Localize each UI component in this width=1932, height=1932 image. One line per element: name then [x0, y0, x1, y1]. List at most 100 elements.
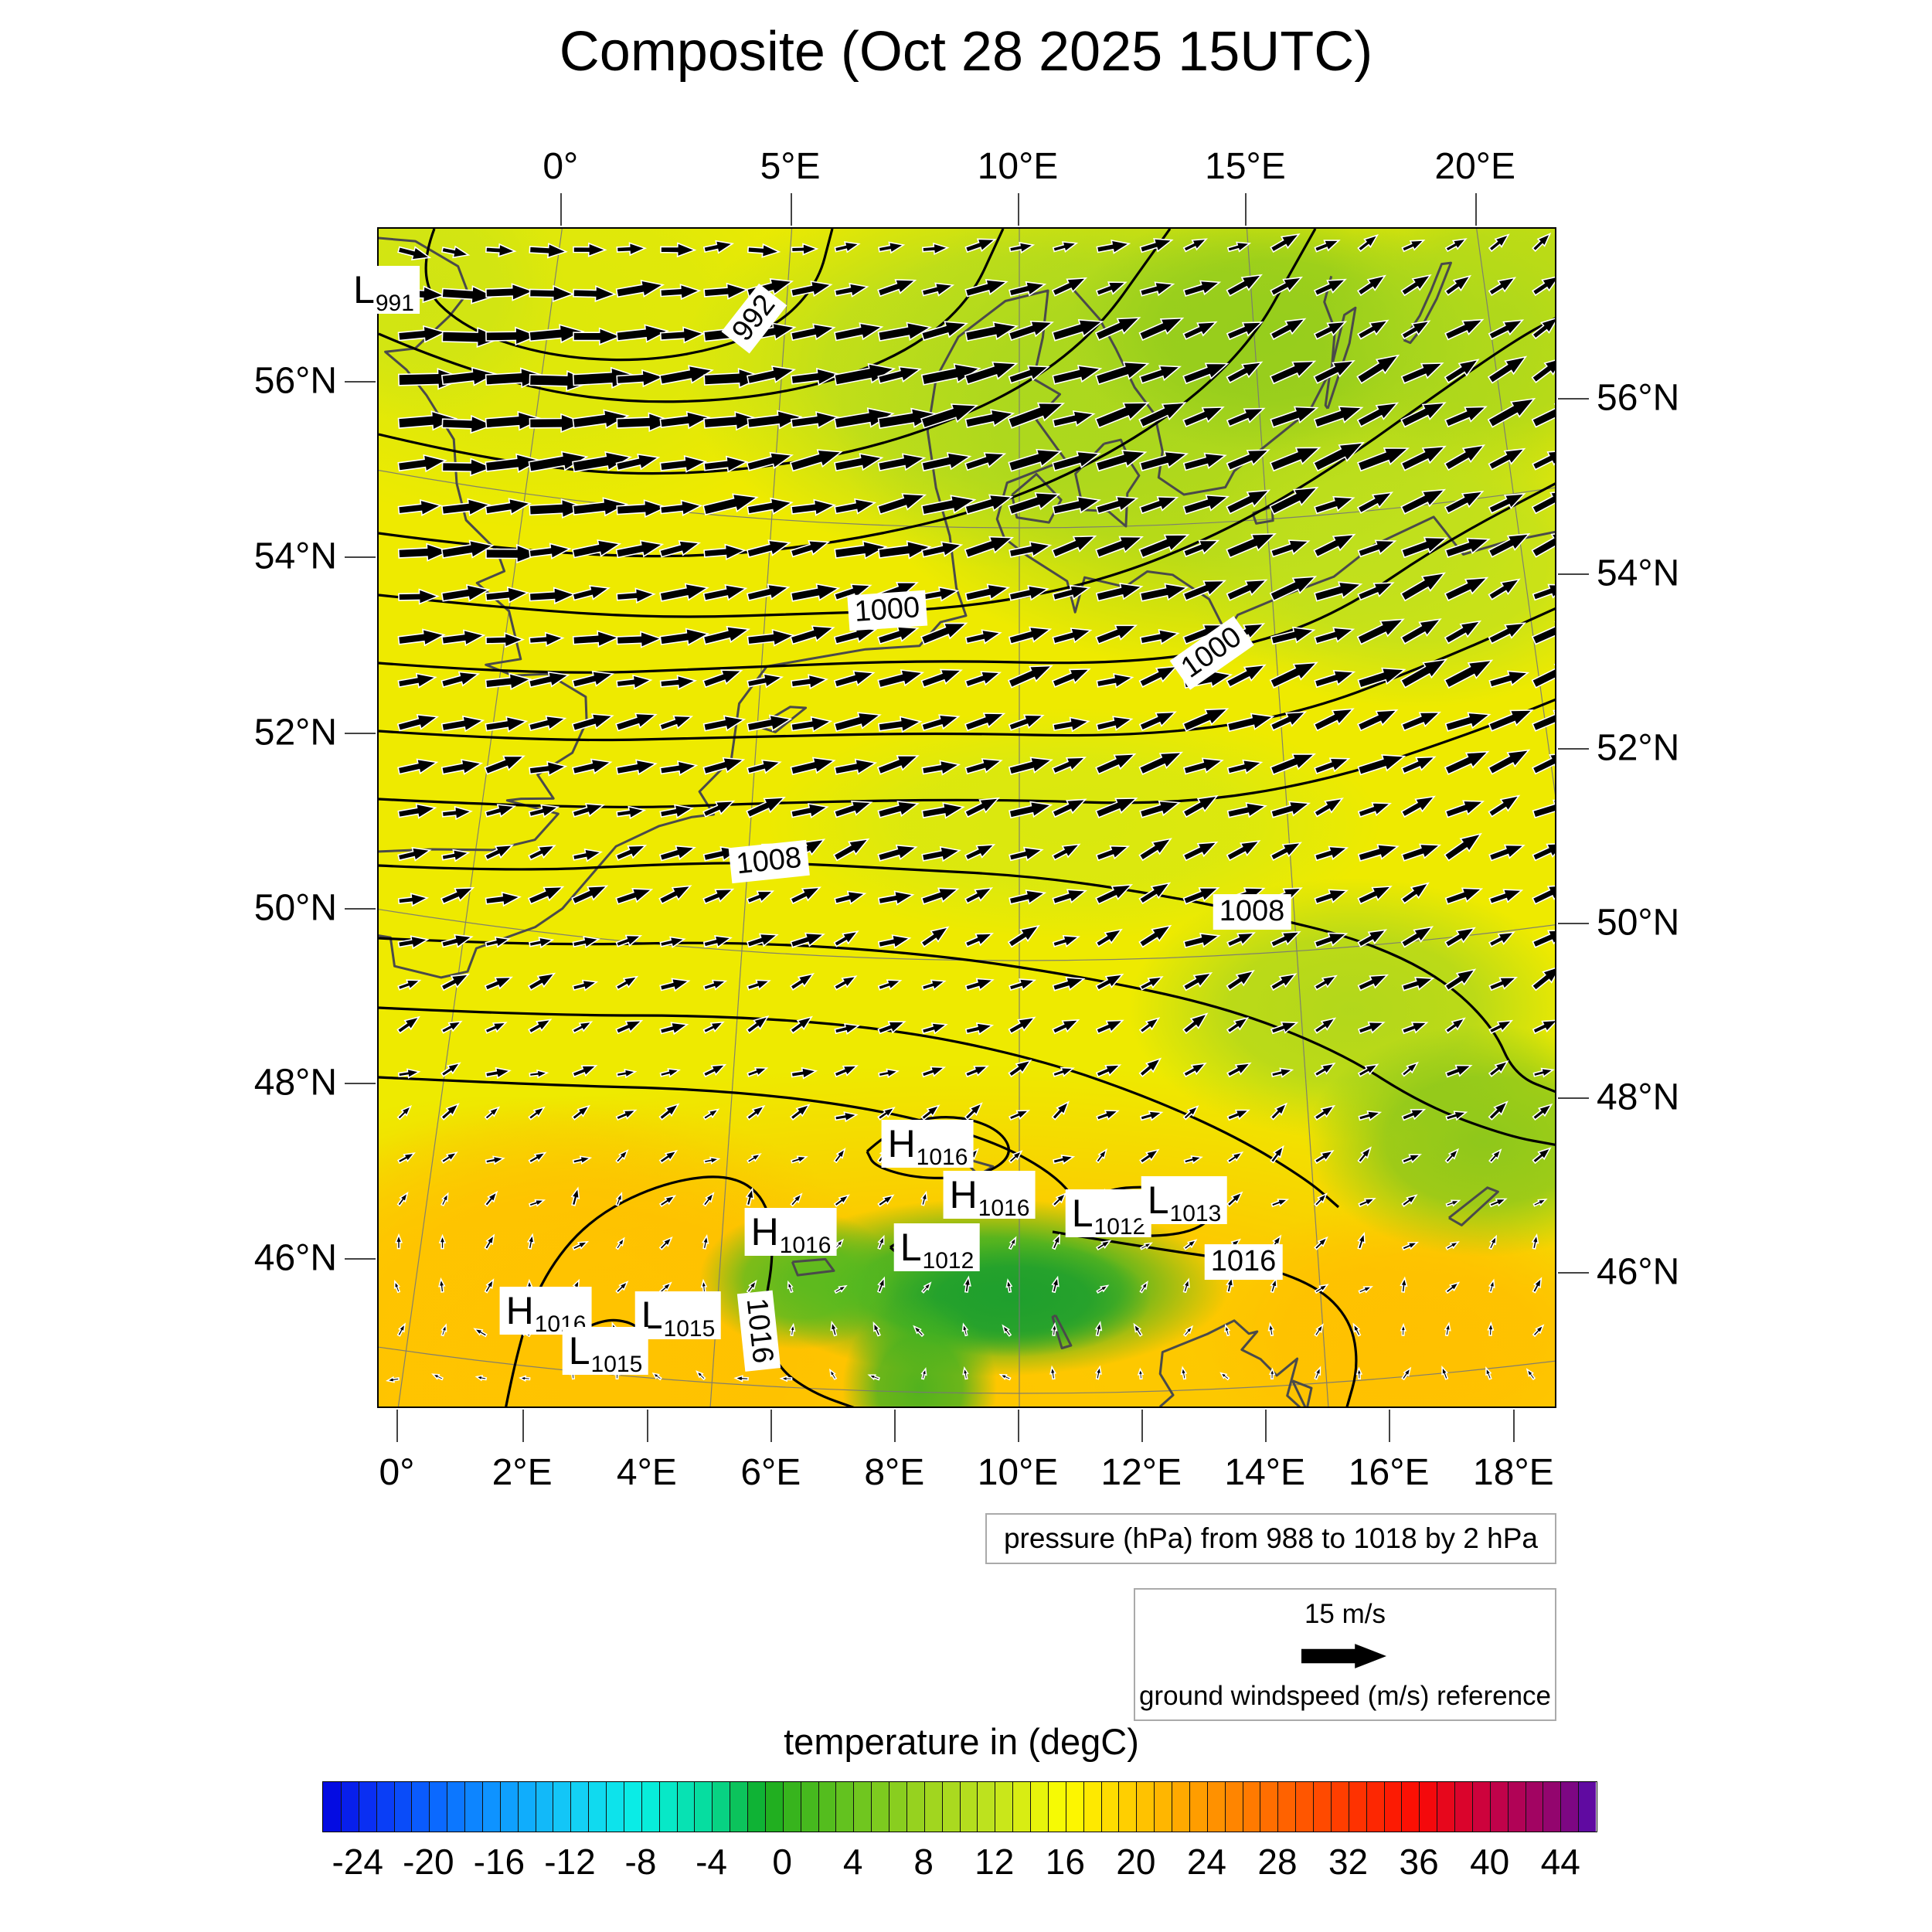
wind-arrow	[791, 1066, 818, 1080]
wind-arrow	[440, 1020, 463, 1034]
colorbar-segment	[517, 1782, 536, 1832]
wind-arrow	[438, 1233, 447, 1250]
wind-arrow	[659, 499, 703, 516]
pressure-value: 1016	[916, 1145, 968, 1170]
wind-arrow	[651, 1372, 662, 1381]
wind-arrow	[1009, 846, 1044, 862]
colorbar-tick-label: -12	[544, 1842, 596, 1882]
wind-arrow	[1357, 802, 1392, 818]
wind-arrow	[1314, 627, 1355, 645]
wind-arrow	[1313, 278, 1347, 297]
wind-arrow	[528, 1019, 553, 1034]
wind-arrow	[441, 414, 495, 434]
wind-arrow	[615, 888, 654, 905]
pressure-letter: L	[1071, 1192, 1094, 1235]
wind-arrow	[1137, 1367, 1145, 1380]
pressure-letter: H	[750, 1210, 779, 1253]
wind-arrow	[485, 804, 517, 818]
wind-arrow	[1182, 539, 1220, 558]
bottom-axis-tick	[522, 1410, 524, 1442]
wind-arrow	[1049, 1365, 1056, 1380]
pressure-letter: L	[1147, 1179, 1169, 1222]
wind-arrow	[790, 281, 833, 298]
wind-arrow	[484, 976, 513, 992]
wind-arrow	[571, 539, 622, 559]
colorbar-segment	[730, 1782, 747, 1832]
wind-arrow	[1226, 321, 1264, 341]
colorbar-segment	[871, 1782, 889, 1832]
wind-arrow	[1356, 354, 1400, 385]
wind-arrow	[964, 671, 1002, 688]
wind-arrow	[397, 325, 447, 343]
wind-arrow	[440, 245, 471, 259]
wind-arrow	[572, 409, 630, 429]
wind-arrow	[1357, 844, 1400, 862]
wind-arrow	[963, 1275, 971, 1293]
wind-arrow	[832, 838, 870, 862]
wind-arrow	[484, 844, 515, 861]
wind-arrow	[441, 457, 495, 477]
wind-arrow	[440, 1323, 447, 1337]
wind-arrow	[1095, 624, 1138, 645]
wind-arrow	[397, 410, 458, 431]
wind-arrow	[1400, 926, 1434, 948]
wind-arrow	[529, 284, 575, 303]
wind-arrow	[1488, 1060, 1509, 1077]
wind-arrow	[876, 755, 920, 775]
wind-arrow	[1357, 709, 1399, 732]
colorbar-segment	[906, 1782, 924, 1832]
colorbar-segment	[800, 1782, 818, 1832]
colorbar-segment	[1136, 1782, 1155, 1832]
wind-arrow	[571, 670, 615, 689]
wind-arrow	[1400, 1322, 1406, 1336]
colorbar-segment	[941, 1782, 960, 1832]
wind-arrow	[1008, 1150, 1023, 1164]
wind-arrow	[616, 499, 668, 519]
wind-arrow	[1226, 449, 1270, 471]
left-axis-label: 56°N	[253, 360, 337, 402]
wind-arrow	[964, 797, 1001, 818]
high-pressure-marker: H1016	[881, 1120, 974, 1170]
wind-arrow	[1400, 445, 1447, 471]
wind-arrow	[440, 759, 484, 775]
wind-arrow	[659, 760, 699, 777]
wind-arrow	[1270, 1198, 1290, 1208]
wind-arrow	[791, 367, 841, 386]
wind-arrow	[1009, 281, 1047, 297]
wind-arrow	[702, 583, 748, 602]
wind-arrow	[1531, 663, 1555, 689]
wind-arrow	[1532, 1019, 1555, 1035]
wind-arrow	[1488, 319, 1525, 340]
wind-arrow	[1313, 708, 1355, 732]
wind-arrow	[1094, 317, 1141, 342]
wind-arrow	[1532, 1198, 1548, 1207]
wind-arrow	[484, 1233, 495, 1250]
wind-arrow	[396, 1104, 413, 1121]
wind-arrow	[1182, 580, 1227, 602]
wind-arrow	[1488, 233, 1510, 253]
wind-arrow	[1095, 884, 1133, 905]
wind-arrow	[1050, 1321, 1058, 1336]
wind-arrow	[572, 1240, 590, 1251]
reference-arrow	[1301, 1644, 1386, 1668]
wind-arrow	[1400, 756, 1437, 774]
wind-arrow	[1226, 759, 1264, 774]
wind-arrow	[615, 845, 648, 861]
right-axis-tick	[1558, 748, 1589, 750]
wind-arrow	[1138, 838, 1172, 862]
wind-arrow	[529, 1199, 546, 1208]
wind-arrow	[1096, 673, 1134, 689]
colorbar-segment	[323, 1782, 341, 1832]
top-axis-label: 0°	[543, 146, 579, 187]
wind-arrow	[964, 238, 997, 253]
wind-arrow	[1182, 494, 1230, 515]
wind-arrow	[1009, 241, 1036, 254]
wind-arrow	[659, 936, 686, 948]
wind-arrow	[833, 712, 882, 733]
wind-arrow	[1357, 1146, 1372, 1164]
wind-arrow	[1445, 1199, 1461, 1207]
wind-arrow	[1357, 1063, 1379, 1077]
wind-arrow	[1267, 1321, 1275, 1337]
wind-arrow	[485, 498, 532, 515]
wind-arrow	[441, 285, 496, 304]
